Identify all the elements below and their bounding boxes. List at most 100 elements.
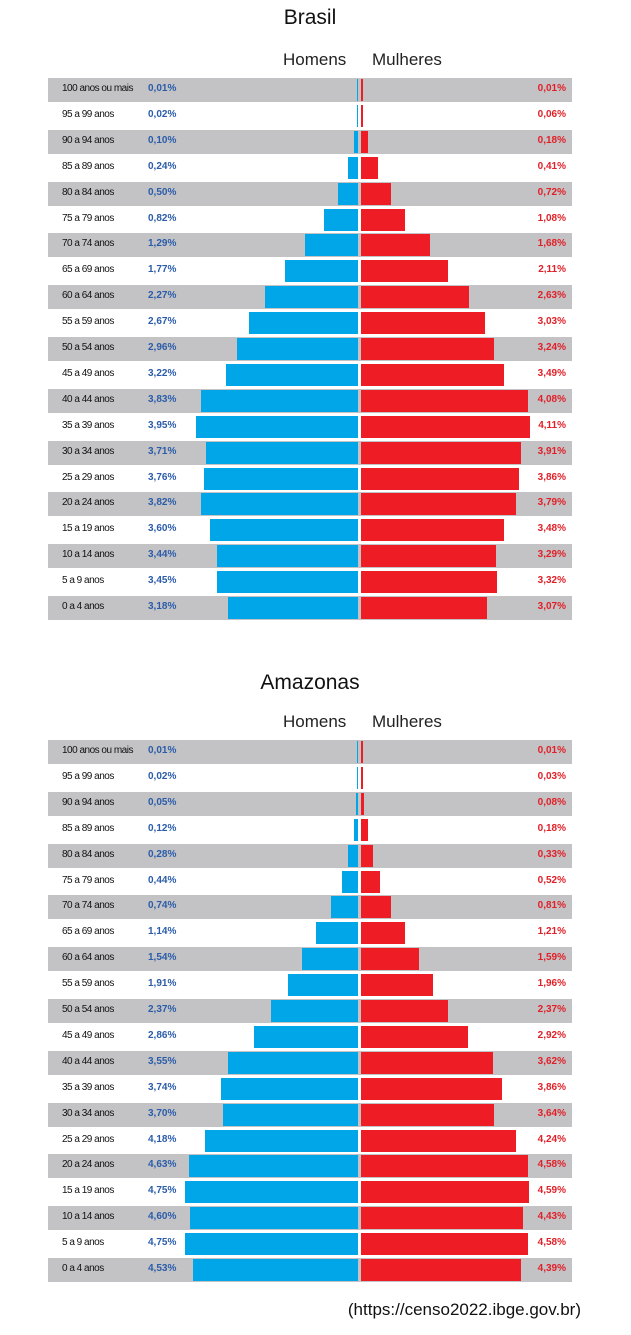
- value-mulheres: 3,32%: [537, 575, 566, 587]
- value-mulheres: 3,07%: [537, 601, 566, 612]
- value-homens: 3,55%: [148, 1055, 177, 1067]
- value-mulheres: 1,21%: [537, 926, 566, 938]
- bar-homens: [301, 948, 358, 971]
- age-label: 85 a 89 anos: [62, 160, 114, 172]
- bar-mulheres: [361, 389, 529, 412]
- value-homens: 2,96%: [148, 342, 177, 353]
- value-mulheres: 4,11%: [538, 419, 566, 431]
- value-homens: 0,05%: [148, 796, 177, 808]
- bar-homens: [316, 922, 358, 945]
- value-homens: 0,44%: [148, 874, 177, 886]
- value-mulheres: 4,58%: [537, 1237, 566, 1249]
- value-mulheres: 3,24%: [537, 342, 566, 353]
- value-homens: 3,22%: [148, 367, 177, 379]
- bar-homens: [348, 156, 358, 179]
- value-mulheres: 0,06%: [537, 108, 566, 120]
- age-label: 35 a 39 anos: [62, 1081, 114, 1093]
- bar-homens: [190, 1207, 358, 1230]
- bar-homens: [356, 741, 358, 763]
- bar-mulheres: [361, 1129, 516, 1152]
- bar-mulheres: [361, 79, 363, 101]
- age-label: 90 a 94 anos: [62, 134, 114, 146]
- value-homens: 4,75%: [148, 1185, 177, 1197]
- bar-mulheres: [361, 597, 487, 619]
- bar-homens: [216, 571, 358, 594]
- value-mulheres: 1,59%: [537, 952, 566, 964]
- bar-homens: [222, 1103, 358, 1126]
- bar-mulheres: [361, 571, 498, 594]
- pyramid-row: 30 a 34 anos 3,70% 3,64%: [48, 1102, 572, 1127]
- age-label: 30 a 34 anos: [62, 445, 114, 457]
- bar-mulheres: [361, 1155, 529, 1178]
- pyramid-row: 10 a 14 anos 4,60% 4,43%: [48, 1206, 572, 1231]
- bar-mulheres: [361, 363, 505, 386]
- value-homens: 0,28%: [148, 848, 177, 860]
- bar-homens: [216, 545, 358, 568]
- age-label: 40 a 44 anos: [62, 1055, 114, 1067]
- bar-homens: [264, 286, 358, 309]
- pyramid-row: 35 a 39 anos 3,95% 4,11%: [48, 415, 572, 439]
- age-label: 40 a 44 anos: [62, 393, 114, 405]
- pyramid-row: 65 a 69 anos 1,14% 1,21%: [48, 921, 572, 945]
- age-label: 15 a 19 anos: [62, 523, 114, 535]
- age-label: 50 a 54 anos: [62, 1004, 114, 1015]
- pyramid-row: 0 a 4 anos 4,53% 4,39%: [48, 1258, 572, 1282]
- bar-mulheres: [361, 104, 364, 127]
- value-homens: 3,76%: [148, 471, 177, 483]
- pyramid-row: 80 a 84 anos 0,50% 0,72%: [48, 181, 572, 206]
- pyramid-row: 45 a 49 anos 2,86% 2,92%: [48, 1025, 572, 1049]
- chart-title-amazonas: Amazonas: [260, 671, 360, 694]
- bar-mulheres: [361, 1103, 494, 1126]
- bar-mulheres: [361, 1051, 494, 1074]
- value-homens: 3,44%: [148, 549, 177, 561]
- age-label: 35 a 39 anos: [62, 419, 114, 431]
- bar-homens: [324, 208, 358, 231]
- bar-homens: [356, 104, 358, 127]
- value-mulheres: 2,63%: [537, 290, 566, 302]
- bar-homens: [205, 441, 358, 464]
- value-mulheres: 0,33%: [537, 848, 566, 860]
- bar-mulheres: [361, 493, 517, 516]
- value-homens: 3,83%: [148, 393, 177, 405]
- value-homens: 0,01%: [148, 83, 177, 94]
- age-label: 0 a 4 anos: [62, 1263, 104, 1274]
- value-mulheres: 3,64%: [537, 1107, 566, 1119]
- pyramid-row: 5 a 9 anos 3,45% 3,32%: [48, 570, 572, 594]
- pyramid-row: 15 a 19 anos 3,60% 3,48%: [48, 518, 572, 542]
- value-homens: 0,02%: [148, 770, 177, 782]
- value-homens: 0,24%: [148, 160, 177, 172]
- value-mulheres: 3,86%: [537, 1081, 566, 1093]
- age-label: 60 a 64 anos: [62, 290, 114, 302]
- bar-mulheres: [361, 818, 368, 841]
- bar-homens: [330, 896, 358, 919]
- value-mulheres: 4,58%: [537, 1159, 566, 1171]
- value-mulheres: 0,18%: [537, 134, 566, 146]
- age-label: 45 a 49 anos: [62, 367, 114, 379]
- bar-homens: [253, 1025, 358, 1048]
- bar-homens: [353, 818, 358, 841]
- age-label: 70 a 74 anos: [62, 900, 114, 912]
- age-label: 75 a 79 anos: [62, 212, 114, 224]
- bar-mulheres: [361, 896, 391, 919]
- bar-mulheres: [361, 870, 380, 893]
- legend-mulheres-amazonas: Mulheres: [372, 712, 442, 731]
- value-mulheres: 3,62%: [537, 1055, 566, 1067]
- pyramid-row: 85 a 89 anos 0,24% 0,41%: [48, 156, 572, 180]
- value-homens: 1,77%: [148, 264, 177, 276]
- bar-homens: [221, 1077, 358, 1100]
- value-homens: 3,45%: [148, 575, 177, 587]
- bar-mulheres: [361, 234, 430, 257]
- value-homens: 3,71%: [148, 445, 177, 457]
- value-mulheres: 3,29%: [537, 549, 566, 561]
- value-homens: 4,63%: [148, 1159, 177, 1171]
- bar-mulheres: [361, 1259, 522, 1281]
- bar-homens: [341, 870, 358, 893]
- value-homens: 0,12%: [148, 822, 177, 834]
- value-homens: 0,02%: [148, 108, 177, 120]
- value-homens: 0,10%: [148, 134, 177, 146]
- value-mulheres: 2,92%: [537, 1029, 566, 1041]
- value-mulheres: 3,91%: [537, 445, 566, 457]
- bar-mulheres: [361, 1181, 529, 1204]
- age-label: 25 a 29 anos: [62, 1133, 114, 1145]
- value-homens: 3,82%: [148, 497, 177, 509]
